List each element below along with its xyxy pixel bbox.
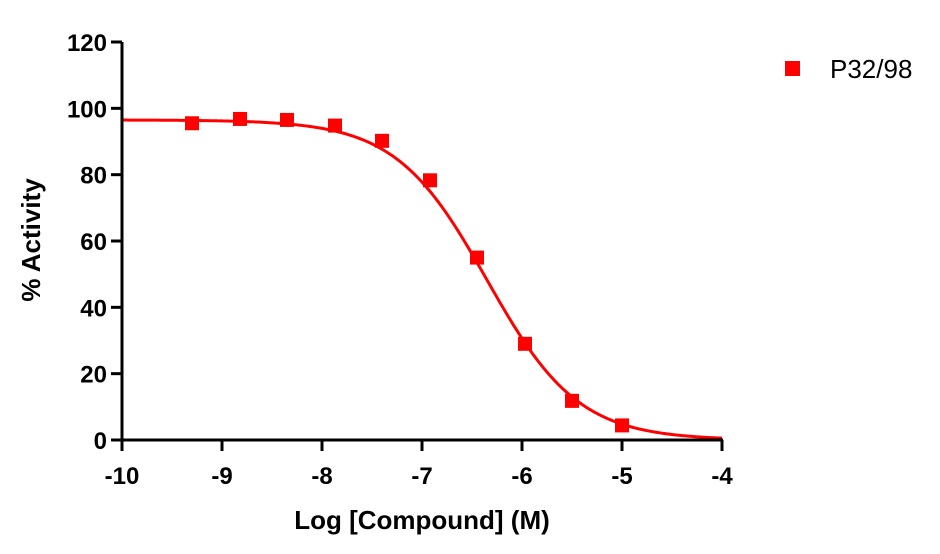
y-axis-title: % Activity	[16, 178, 46, 302]
x-tick-label: -9	[211, 463, 232, 490]
y-tick-label: 40	[80, 295, 107, 322]
legend-marker-p32-98	[785, 61, 800, 76]
data-point	[233, 111, 247, 126]
data-point	[615, 418, 629, 433]
data-point	[423, 173, 437, 188]
data-point	[280, 112, 294, 127]
x-tick-label: -4	[711, 463, 733, 490]
x-tick-label: -7	[411, 463, 432, 490]
data-point	[375, 133, 389, 148]
legend: P32/98	[785, 54, 912, 84]
data-point	[565, 393, 579, 408]
y-tick-label: 20	[80, 362, 107, 389]
data-point	[470, 250, 484, 265]
y-axis: 0 20 40 60 80 100 120	[67, 30, 124, 455]
data-point	[328, 118, 342, 133]
y-tick-label: 0	[94, 428, 107, 455]
x-tick-label: -8	[311, 463, 332, 490]
x-axis-title: Log [Compound] (M)	[294, 505, 550, 535]
y-tick-label: 120	[67, 30, 107, 57]
x-tick-label: -10	[105, 463, 140, 490]
fit-curve	[121, 118, 723, 440]
data-point	[185, 116, 199, 131]
x-tick-label: -5	[611, 463, 632, 490]
y-tick-label: 60	[80, 229, 107, 256]
legend-label-p32-98: P32/98	[830, 54, 912, 84]
x-tick-label: -6	[511, 463, 532, 490]
plot-area	[121, 111, 723, 440]
x-axis: -10 -9 -8 -7 -6 -5 -4	[105, 438, 733, 490]
y-tick-label: 100	[67, 96, 107, 123]
data-point	[518, 336, 532, 351]
y-tick-label: 80	[80, 163, 107, 190]
